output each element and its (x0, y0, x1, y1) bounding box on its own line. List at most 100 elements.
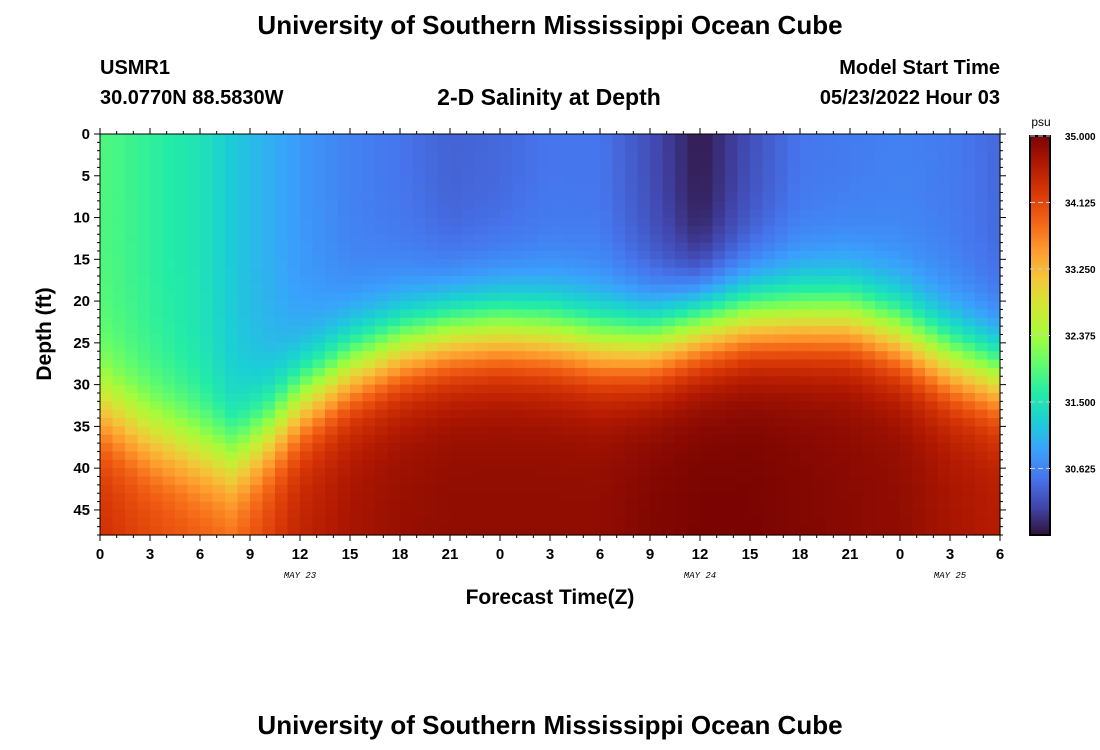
heatmap-cell (837, 326, 851, 336)
heatmap-cell (687, 434, 701, 444)
heatmap-cell (700, 259, 714, 269)
heatmap-cell (125, 351, 139, 361)
heatmap-cell (600, 301, 614, 311)
heatmap-cell (350, 376, 364, 386)
heatmap-cell (612, 459, 626, 469)
heatmap-cell (275, 384, 289, 394)
heatmap-cell (325, 459, 339, 469)
heatmap-cell (562, 501, 576, 511)
heatmap-cell (775, 276, 789, 285)
heatmap-cell (400, 200, 414, 210)
heatmap-cell (100, 451, 114, 461)
heatmap-cell (787, 250, 801, 260)
heatmap-cell (125, 309, 139, 319)
heatmap-cell (725, 468, 739, 478)
heatmap-cell (650, 401, 664, 411)
heatmap-cell (687, 234, 701, 244)
heatmap-cell (425, 434, 439, 444)
heatmap-cell (550, 518, 564, 528)
heatmap-cell (712, 509, 726, 519)
heatmap-cell (600, 217, 614, 227)
heatmap-cell (150, 351, 164, 361)
heatmap-cell (962, 209, 976, 219)
heatmap-cell (912, 526, 926, 536)
heatmap-cell (425, 493, 439, 503)
heatmap-cell (375, 384, 389, 394)
heatmap-cell (900, 309, 914, 319)
heatmap-cell (625, 434, 639, 444)
heatmap-cell (462, 192, 476, 202)
heatmap-cell (600, 342, 614, 352)
heatmap-cell (850, 501, 864, 511)
heatmap-cell (962, 284, 976, 294)
heatmap-cell (775, 526, 789, 536)
heatmap-cell (137, 184, 151, 194)
heatmap-cell (837, 351, 851, 361)
heatmap-cell (112, 468, 126, 478)
heatmap-cell (275, 451, 289, 461)
heatmap-cell (387, 459, 401, 469)
heatmap-cell (275, 259, 289, 269)
heatmap-cell (712, 259, 726, 269)
heatmap-cell (750, 276, 764, 285)
heatmap-cell (512, 267, 526, 277)
heatmap-cell (200, 509, 214, 519)
heatmap-cell (337, 317, 351, 327)
heatmap-cell (437, 468, 451, 478)
heatmap-cell (800, 200, 814, 210)
heatmap-cell (400, 167, 414, 177)
heatmap-cell (637, 376, 651, 386)
heatmap-cell (637, 209, 651, 219)
heatmap-cell (300, 426, 314, 436)
heatmap-cell (900, 451, 914, 461)
heatmap-cell (387, 326, 401, 336)
heatmap-cell (262, 250, 276, 260)
heatmap-cell (550, 401, 564, 411)
heatmap-cell (800, 443, 814, 453)
heatmap-cell (225, 409, 239, 419)
heatmap-cell (925, 250, 939, 260)
heatmap-cell (437, 267, 451, 277)
heatmap-cell (462, 217, 476, 227)
heatmap-cell (950, 250, 964, 260)
heatmap-cell (300, 217, 314, 227)
heatmap-cell (137, 259, 151, 269)
heatmap-cell (575, 376, 589, 386)
heatmap-cell (412, 443, 426, 453)
heatmap-cell (862, 476, 876, 486)
heatmap-cell (537, 217, 551, 227)
heatmap-cell (425, 443, 439, 453)
heatmap-cell (437, 392, 451, 402)
heatmap-cell (662, 292, 676, 302)
heatmap-cell (250, 501, 264, 511)
heatmap-cell (575, 493, 589, 503)
heatmap-cell (412, 359, 426, 369)
heatmap-cell (487, 451, 501, 461)
heatmap-cell (612, 159, 626, 169)
heatmap-cell (475, 159, 489, 169)
heatmap-cell (937, 392, 951, 402)
heatmap-cell (862, 518, 876, 528)
heatmap-cell (337, 276, 351, 285)
heatmap-cell (387, 509, 401, 519)
heatmap-cell (487, 401, 501, 411)
heatmap-cell (375, 501, 389, 511)
heatmap-cell (500, 284, 514, 294)
heatmap-cell (812, 418, 826, 427)
heatmap-cell (775, 175, 789, 185)
heatmap-cell (187, 367, 201, 377)
heatmap-cell (675, 409, 689, 419)
heatmap-cell (187, 326, 201, 336)
heatmap-cell (212, 234, 226, 244)
heatmap-cell (262, 509, 276, 519)
heatmap-cell (537, 292, 551, 302)
heatmap-cell (687, 418, 701, 427)
heatmap-cell (350, 493, 364, 503)
heatmap-cell (375, 342, 389, 352)
heatmap-cell (387, 150, 401, 160)
heatmap-cell (500, 200, 514, 210)
heatmap-cell (512, 443, 526, 453)
heatmap-cell (200, 317, 214, 327)
